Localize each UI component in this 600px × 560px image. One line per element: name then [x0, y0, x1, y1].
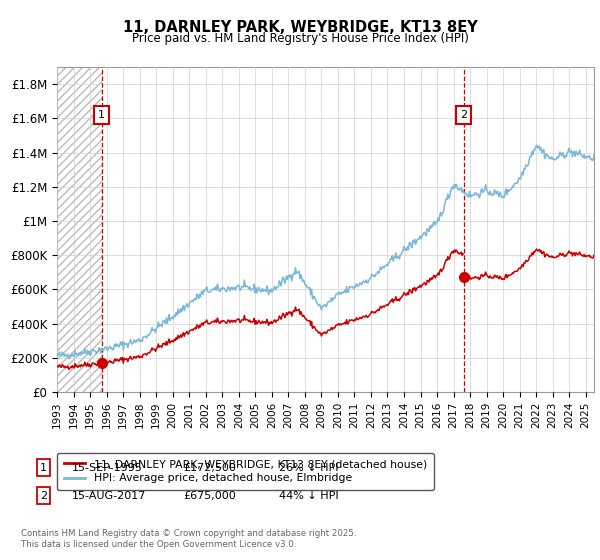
- Text: Contains HM Land Registry data © Crown copyright and database right 2025.
This d: Contains HM Land Registry data © Crown c…: [21, 529, 356, 549]
- Text: 26% ↓ HPI: 26% ↓ HPI: [279, 463, 338, 473]
- Bar: [57, 67, 102, 392]
- Text: £675,000: £675,000: [183, 491, 236, 501]
- Legend: 11, DARNLEY PARK, WEYBRIDGE, KT13 8EY (detached house), HPI: Average price, deta: 11, DARNLEY PARK, WEYBRIDGE, KT13 8EY (d…: [57, 452, 434, 490]
- Text: 44% ↓ HPI: 44% ↓ HPI: [279, 491, 338, 501]
- Text: £172,500: £172,500: [183, 463, 236, 473]
- Text: 15-SEP-1995: 15-SEP-1995: [72, 463, 143, 473]
- Text: 15-AUG-2017: 15-AUG-2017: [72, 491, 146, 501]
- Text: 2: 2: [460, 110, 467, 120]
- Text: 2: 2: [40, 491, 47, 501]
- Text: Price paid vs. HM Land Registry's House Price Index (HPI): Price paid vs. HM Land Registry's House …: [131, 32, 469, 45]
- Text: 11, DARNLEY PARK, WEYBRIDGE, KT13 8EY: 11, DARNLEY PARK, WEYBRIDGE, KT13 8EY: [122, 20, 478, 35]
- Text: 1: 1: [40, 463, 47, 473]
- Text: 1: 1: [98, 110, 105, 120]
- Bar: [57, 67, 102, 392]
